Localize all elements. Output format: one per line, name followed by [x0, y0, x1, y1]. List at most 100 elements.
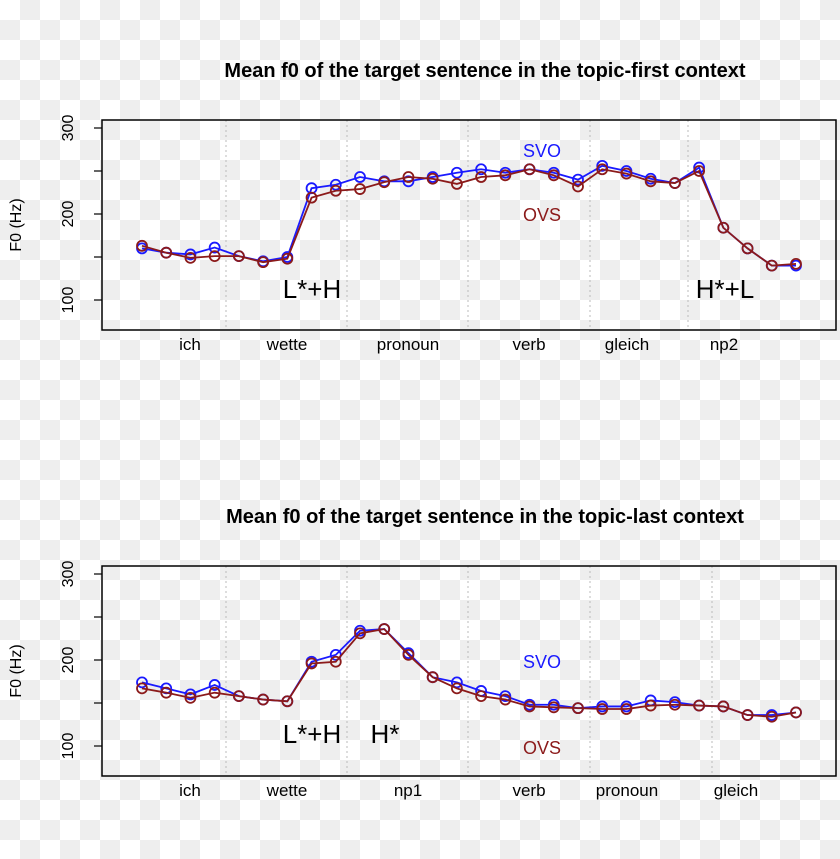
data-point-ovs: [354, 183, 366, 195]
word-label: ich: [179, 781, 201, 800]
word-label: wette: [266, 781, 308, 800]
data-point-ovs: [717, 221, 730, 234]
data-point-ovs: [596, 163, 609, 176]
data-point-svo: [475, 163, 488, 176]
data-point-ovs: [717, 700, 730, 713]
data-point-ovs: [741, 242, 754, 255]
data-point-ovs: [160, 246, 173, 259]
tone-annotation: L*+H: [283, 274, 342, 304]
y-tick-label: 200: [60, 201, 77, 228]
data-point-ovs: [378, 176, 391, 189]
word-label: wette: [266, 335, 308, 354]
y-axis-label: F0 (Hz): [8, 198, 25, 251]
y-tick-label: 100: [60, 733, 77, 760]
word-label: pronoun: [377, 335, 439, 354]
data-point-ovs: [547, 169, 560, 182]
data-point-ovs: [305, 191, 318, 204]
word-label: pronoun: [596, 781, 658, 800]
data-point-ovs: [620, 167, 633, 180]
data-point-ovs: [257, 256, 270, 269]
data-point-ovs: [765, 710, 778, 723]
data-point-ovs: [426, 671, 439, 684]
data-point-ovs: [184, 251, 197, 264]
data-point-ovs: [523, 700, 536, 713]
data-point-ovs: [644, 175, 657, 188]
y-tick-label: 100: [60, 287, 77, 314]
word-label: np2: [710, 335, 738, 354]
series-line-ovs: [141, 628, 797, 718]
word-label: gleich: [714, 781, 758, 800]
series-label-svo: SVO: [523, 141, 561, 161]
series-line-ovs: [141, 168, 797, 267]
data-point-ovs: [257, 693, 270, 706]
data-point-ovs: [668, 698, 681, 711]
data-point-ovs: [329, 184, 342, 197]
data-point-ovs: [790, 706, 802, 719]
data-point-ovs: [475, 171, 488, 183]
data-point-ovs: [402, 171, 415, 183]
data-point-svo: [329, 178, 342, 191]
series-label-ovs: OVS: [523, 738, 561, 758]
data-point-ovs: [450, 177, 463, 190]
tone-annotation: H*+L: [696, 274, 755, 304]
tone-annotation: L*+H: [283, 719, 342, 749]
data-point-ovs: [523, 163, 536, 176]
data-point-ovs: [499, 693, 512, 706]
data-point-ovs: [644, 699, 657, 712]
data-point-svo: [136, 676, 148, 689]
data-point-ovs: [668, 177, 681, 189]
chart-title: Mean f0 of the target sentence in the to…: [226, 506, 744, 528]
data-point-ovs: [450, 682, 463, 695]
data-point-ovs: [499, 169, 512, 182]
data-point-svo: [450, 166, 463, 179]
data-point-ovs: [354, 627, 366, 640]
chart-panel-1: Mean f0 of the target sentence in the to…: [8, 60, 837, 354]
data-point-ovs: [160, 686, 173, 699]
data-point-ovs: [547, 701, 560, 714]
plot-frame: [101, 565, 837, 777]
word-label: ich: [179, 335, 201, 354]
word-label: verb: [512, 335, 545, 354]
data-point-svo: [208, 241, 221, 254]
y-tick-label: 300: [60, 561, 77, 588]
data-point-svo: [596, 159, 609, 172]
data-point-ovs: [426, 172, 439, 185]
word-label: verb: [512, 781, 545, 800]
series-label-svo: SVO: [523, 652, 561, 672]
data-point-svo: [184, 248, 197, 261]
data-point-ovs: [232, 250, 245, 263]
data-point-ovs: [208, 686, 221, 699]
data-point-ovs: [693, 165, 706, 177]
data-point-ovs: [305, 657, 318, 670]
data-point-svo: [184, 688, 197, 701]
data-point-svo: [499, 690, 512, 703]
data-point-ovs: [765, 259, 778, 272]
data-point-svo: [450, 676, 463, 689]
data-point-ovs: [572, 180, 584, 193]
data-point-ovs: [790, 257, 802, 270]
chart-panel-2: Mean f0 of the target sentence in the to…: [8, 506, 837, 800]
data-point-ovs: [620, 703, 633, 715]
data-point-ovs: [136, 239, 148, 252]
data-point-svo: [572, 173, 584, 186]
data-point-ovs: [208, 250, 221, 263]
data-point-ovs: [281, 695, 294, 708]
data-point-ovs: [475, 690, 488, 703]
y-axis-label: F0 (Hz): [8, 644, 25, 697]
data-point-ovs: [136, 682, 148, 695]
data-point-ovs: [184, 691, 197, 704]
data-point-ovs: [402, 648, 415, 661]
series-label-ovs: OVS: [523, 205, 561, 225]
y-tick-label: 200: [60, 647, 77, 674]
tone-annotation: H*: [371, 719, 400, 749]
word-label: gleich: [605, 335, 649, 354]
data-point-ovs: [596, 703, 609, 715]
data-point-ovs: [693, 699, 706, 712]
data-point-ovs: [741, 709, 754, 721]
data-point-svo: [354, 171, 366, 183]
data-point-ovs: [572, 702, 584, 715]
data-point-ovs: [329, 655, 342, 668]
chart-title: Mean f0 of the target sentence in the to…: [224, 60, 746, 82]
series-line-svo: [141, 628, 797, 716]
